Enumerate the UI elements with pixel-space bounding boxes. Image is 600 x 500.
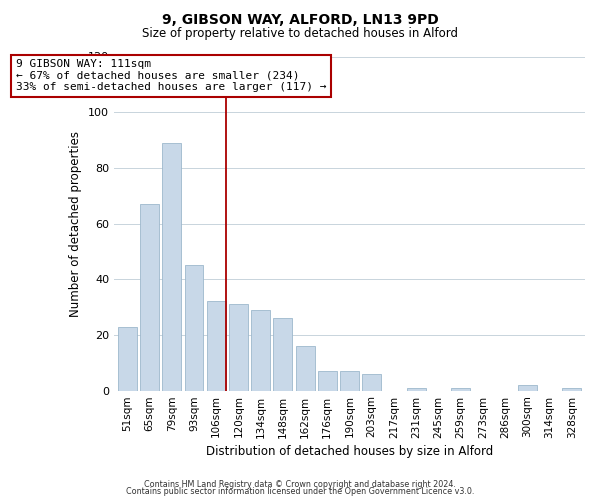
Bar xyxy=(562,388,581,390)
Text: Contains HM Land Registry data © Crown copyright and database right 2024.: Contains HM Land Registry data © Crown c… xyxy=(144,480,456,489)
Text: Contains public sector information licensed under the Open Government Licence v3: Contains public sector information licen… xyxy=(126,488,474,496)
X-axis label: Distribution of detached houses by size in Alford: Distribution of detached houses by size … xyxy=(206,444,493,458)
Bar xyxy=(318,371,337,390)
Text: 9 GIBSON WAY: 111sqm
← 67% of detached houses are smaller (234)
33% of semi-deta: 9 GIBSON WAY: 111sqm ← 67% of detached h… xyxy=(16,60,326,92)
Bar xyxy=(185,266,203,390)
Text: 9, GIBSON WAY, ALFORD, LN13 9PD: 9, GIBSON WAY, ALFORD, LN13 9PD xyxy=(161,12,439,26)
Bar xyxy=(163,143,181,390)
Bar xyxy=(362,374,381,390)
Bar xyxy=(140,204,159,390)
Bar xyxy=(118,326,137,390)
Y-axis label: Number of detached properties: Number of detached properties xyxy=(70,130,82,316)
Bar xyxy=(207,302,226,390)
Bar xyxy=(296,346,314,391)
Bar xyxy=(229,304,248,390)
Bar xyxy=(451,388,470,390)
Bar xyxy=(274,318,292,390)
Bar xyxy=(407,388,425,390)
Bar xyxy=(518,385,536,390)
Bar xyxy=(340,371,359,390)
Bar xyxy=(251,310,270,390)
Text: Size of property relative to detached houses in Alford: Size of property relative to detached ho… xyxy=(142,28,458,40)
